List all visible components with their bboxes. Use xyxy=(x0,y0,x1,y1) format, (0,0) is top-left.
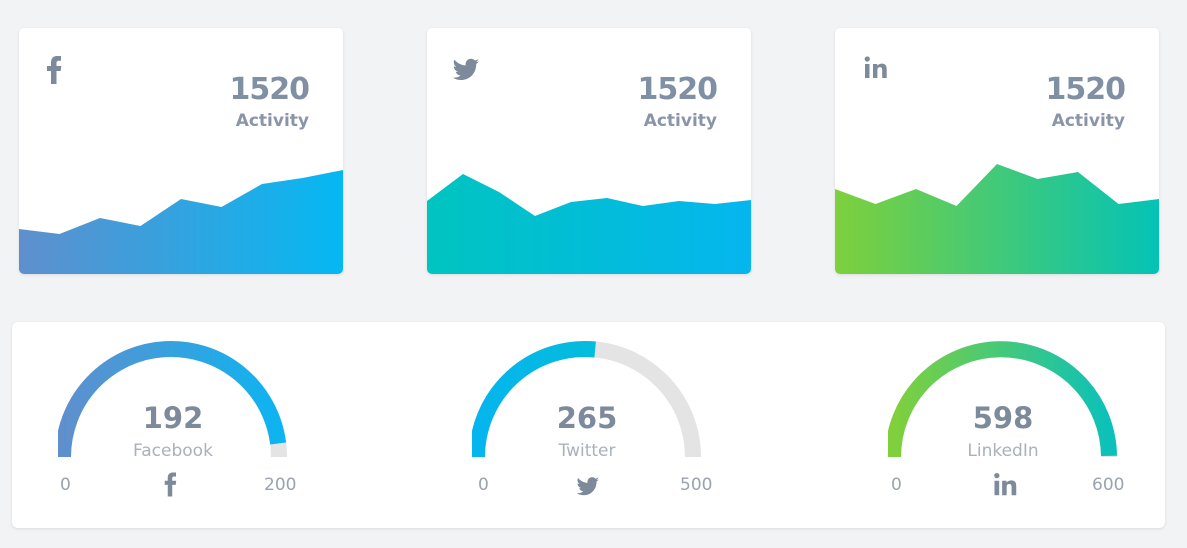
gauge-min: 0 xyxy=(60,475,71,495)
linkedin-icon xyxy=(864,56,887,78)
twitter-activity-card[interactable]: 1520 Activity xyxy=(427,28,751,274)
gauge-label: Facebook xyxy=(133,441,213,461)
activity-label: Activity xyxy=(235,111,309,131)
gauge-arc xyxy=(888,341,1117,458)
activity-area xyxy=(427,174,751,274)
gauge-label: Twitter xyxy=(558,441,616,461)
gauge-fill xyxy=(888,341,1117,458)
facebook-activity-card[interactable]: 1520 Activity xyxy=(19,28,343,274)
gauge-value: 598 xyxy=(972,401,1034,435)
gauge-label: LinkedIn xyxy=(967,441,1039,461)
twitter-icon xyxy=(576,477,599,496)
gauge-value: 192 xyxy=(142,401,204,435)
gauge-value: 265 xyxy=(556,401,618,435)
linkedin-icon xyxy=(994,473,1017,496)
activity-area xyxy=(19,170,343,274)
linkedin-gauge[interactable]: 598 LinkedIn 0 600 xyxy=(888,322,1148,528)
activity-area xyxy=(835,164,1159,274)
activity-area-chart xyxy=(835,164,1159,274)
activity-value: 1520 xyxy=(637,72,718,107)
activity-area-chart xyxy=(19,170,343,274)
gauge-max: 200 xyxy=(264,475,297,495)
gauge-max: 600 xyxy=(1092,475,1125,495)
gauges-panel: 192 Facebook 0 200 265 Twitter 0 500 598… xyxy=(12,322,1165,528)
activity-label: Activity xyxy=(643,111,717,131)
gauge-arc xyxy=(472,341,701,458)
twitter-icon xyxy=(452,58,479,80)
facebook-icon xyxy=(164,472,177,497)
gauge-min: 0 xyxy=(891,475,902,495)
gauge-max: 500 xyxy=(680,475,713,495)
activity-label: Activity xyxy=(1051,111,1125,131)
gauge-min: 0 xyxy=(478,475,489,495)
facebook-gauge[interactable]: 192 Facebook 0 200 xyxy=(58,322,318,528)
gauge-fill xyxy=(472,341,596,458)
twitter-gauge[interactable]: 265 Twitter 0 500 xyxy=(472,322,732,528)
activity-value: 1520 xyxy=(1045,72,1126,107)
gauge-arc xyxy=(58,341,287,458)
gauge-fill xyxy=(58,341,287,458)
activity-value: 1520 xyxy=(229,72,310,107)
facebook-icon xyxy=(47,56,62,84)
linkedin-activity-card[interactable]: 1520 Activity xyxy=(835,28,1159,274)
activity-area-chart xyxy=(427,174,751,274)
